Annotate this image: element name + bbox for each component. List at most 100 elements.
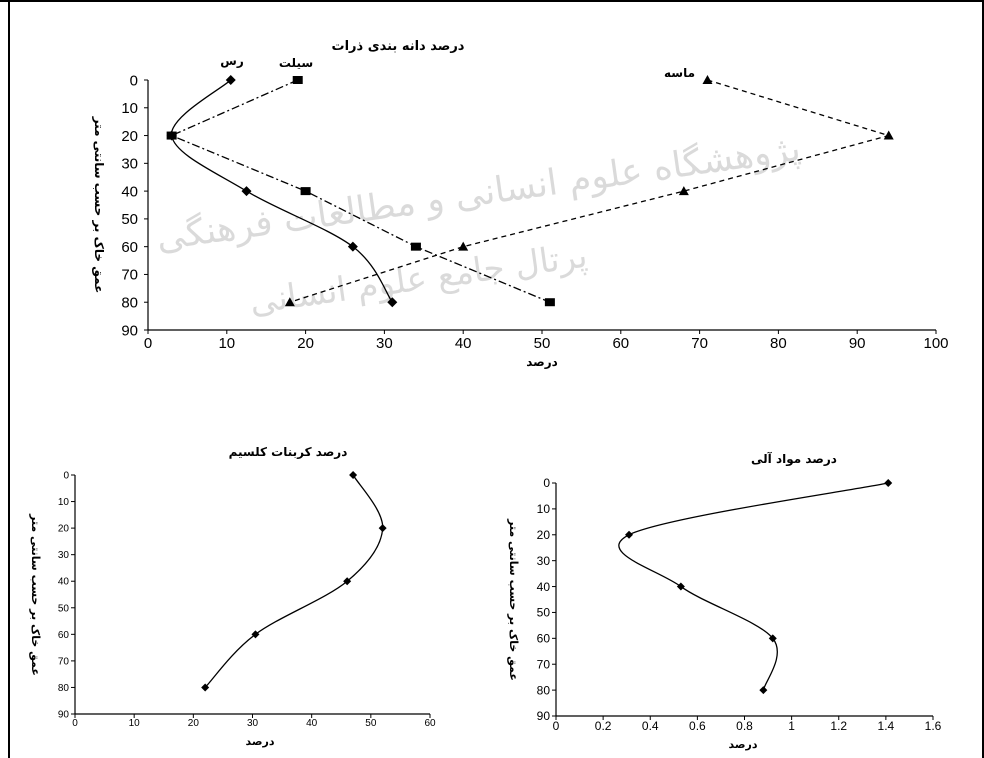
y-axis-title: عمق خاک بر حسب سانتی متر <box>507 518 520 681</box>
chart-title: درصد مواد آلی <box>751 451 837 467</box>
data-point-square <box>292 76 303 84</box>
x-tick-label: 1.4 <box>878 719 895 733</box>
y-tick-label: 60 <box>58 630 70 641</box>
chart-title: درصد کربنات کلسیم <box>229 445 348 459</box>
x-tick-label: 40 <box>455 335 472 352</box>
x-tick-label: 0 <box>553 719 560 733</box>
y-tick-label: 40 <box>537 580 551 594</box>
data-point-diamond <box>201 683 210 692</box>
y-tick-label: 0 <box>63 471 69 482</box>
y-tick-label: 30 <box>537 554 551 568</box>
y-tick-label: 60 <box>121 239 138 256</box>
x-tick-label: 60 <box>612 335 629 352</box>
data-point-diamond <box>347 241 358 252</box>
y-tick-label: 50 <box>121 211 138 228</box>
y-tick-label: 20 <box>58 524 70 535</box>
x-tick-label: 0.8 <box>736 719 753 733</box>
x-tick-label: 80 <box>770 335 787 352</box>
series-line <box>169 79 551 303</box>
y-tick-label: 90 <box>537 709 551 723</box>
x-tick-label: 70 <box>691 335 708 352</box>
data-point-diamond <box>676 582 685 591</box>
y-tick-label: 70 <box>537 657 551 671</box>
data-point-diamond <box>759 686 768 695</box>
y-tick-label: 60 <box>537 632 551 646</box>
data-point-diamond <box>884 479 893 487</box>
y-tick-label: 70 <box>58 656 70 667</box>
data-point-diamond <box>225 75 236 85</box>
data-point-diamond <box>387 297 398 308</box>
series-line <box>289 79 892 303</box>
x-axis-title: درصد <box>246 735 275 748</box>
x-tick-label: 0.6 <box>689 719 706 733</box>
x-tick-label: 50 <box>534 335 551 352</box>
x-tick-label: 1.2 <box>830 719 847 733</box>
y-axis-title: عمق خاک بر حسب سانتی متر <box>92 116 106 294</box>
y-tick-label: 40 <box>121 183 138 200</box>
data-point-square <box>410 242 421 251</box>
data-point-square <box>300 187 311 196</box>
x-tick-label: 40 <box>306 718 318 729</box>
x-tick-label: 0.2 <box>595 719 612 733</box>
series-label: رس <box>220 54 244 68</box>
data-point-triangle <box>883 130 894 140</box>
y-tick-label: 30 <box>121 156 138 173</box>
x-tick-label: 20 <box>188 718 200 729</box>
data-point-triangle <box>284 297 295 307</box>
data-point-triangle <box>458 241 469 251</box>
y-tick-label: 30 <box>58 550 70 561</box>
data-point-diamond <box>625 530 634 539</box>
y-axis-title: عمق خاک بر حسب سانتی متر <box>29 513 42 676</box>
x-tick-label: 50 <box>365 718 377 729</box>
y-tick-label: 40 <box>58 577 70 588</box>
data-point-diamond <box>768 634 777 643</box>
chart-calcium-carbonate: درصد کربنات کلسیم درصد عمق خاک بر حسب سانت… <box>29 445 436 748</box>
y-tick-label: 10 <box>58 497 70 508</box>
data-point-square <box>166 131 177 140</box>
data-point-triangle <box>702 75 713 84</box>
series-line <box>204 474 384 688</box>
data-point-square <box>544 298 555 307</box>
y-tick-label: 80 <box>58 683 70 694</box>
x-tick-label: 60 <box>424 718 436 729</box>
data-point-diamond <box>349 471 358 479</box>
x-tick-label: 20 <box>297 335 314 352</box>
data-point-diamond <box>378 524 387 533</box>
x-tick-label: 1 <box>788 719 795 733</box>
y-tick-label: 80 <box>121 294 138 311</box>
data-point-diamond <box>241 186 252 197</box>
y-tick-label: 50 <box>58 603 70 614</box>
x-tick-label: 0 <box>144 335 152 352</box>
y-tick-label: 10 <box>121 100 138 117</box>
y-tick-label: 0 <box>543 476 550 490</box>
y-tick-label: 50 <box>537 606 551 620</box>
y-tick-label: 10 <box>537 502 551 516</box>
x-axis-title: درصد <box>526 355 558 369</box>
chart-particle-size: درصد دانه بندی ذرات درصد عمق خاک بر حسب سا… <box>92 39 949 369</box>
y-tick-label: 20 <box>537 528 551 542</box>
x-tick-label: 30 <box>376 335 393 352</box>
x-tick-label: 0.4 <box>642 719 659 733</box>
x-tick-label: 100 <box>923 335 948 352</box>
chart-title: درصد دانه بندی ذرات <box>332 39 465 54</box>
x-tick-label: 90 <box>849 335 866 352</box>
y-tick-label: 80 <box>537 683 551 697</box>
y-tick-label: 20 <box>121 128 138 145</box>
x-tick-label: 0 <box>72 718 78 729</box>
y-tick-label: 90 <box>58 710 70 721</box>
x-axis-title: درصد <box>729 738 758 751</box>
watermark: پژوهشگاه علوم انسانی و مطالعات فرهنگی پر… <box>154 127 803 323</box>
series-label: سیلت <box>279 56 313 70</box>
series-line <box>618 482 889 691</box>
data-point-triangle <box>678 186 689 196</box>
x-tick-label: 1.6 <box>925 719 942 733</box>
y-tick-label: 0 <box>130 72 138 89</box>
x-tick-label: 30 <box>247 718 259 729</box>
y-tick-label: 90 <box>121 322 138 339</box>
y-tick-label: 70 <box>121 267 138 284</box>
x-tick-label: 10 <box>129 718 141 729</box>
data-point-diamond <box>343 577 352 586</box>
series-label: ماسه <box>664 66 695 80</box>
data-point-diamond <box>251 630 260 639</box>
